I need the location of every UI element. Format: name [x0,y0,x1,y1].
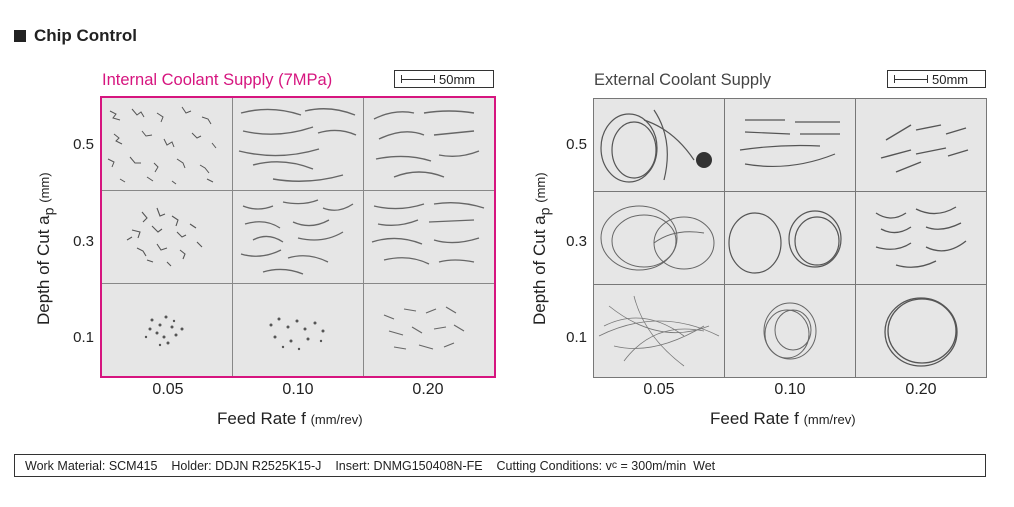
y-tick-label: 0.1 [566,329,587,346]
chip-photo-ext-0.1-0.20 [856,285,986,377]
internal-x-axis-label: Feed Rate f (mm/rev) [217,409,363,428]
holder: Holder: DDJN R2525K15-J [171,458,322,473]
chip-photo-ext-0.5-0.05 [594,99,724,191]
chip-photo-int-0.3-0.05 [102,191,232,283]
cutting-speed: = 300m/min Wet [617,458,716,473]
scale-label: 50mm [932,71,969,87]
chip-photo-ext-0.1-0.10 [725,285,855,377]
chip-photo-ext-0.5-0.20 [856,99,986,191]
y-tick-label: 0.1 [73,329,94,346]
test-conditions-box: Work Material: SCM415 Holder: DDJN R2525… [14,454,986,477]
chip-image [884,297,958,367]
cutting-sub: c [611,460,618,471]
chip-photo-ext-0.5-0.10 [725,99,855,191]
x-tick-label: 0.05 [643,381,675,398]
chip-image [728,210,842,274]
insert: Insert: DNMG150408N-FE [335,458,483,473]
square-bullet-icon [14,30,26,42]
x-tick-label: 0.20 [905,381,937,398]
chip-image [371,202,485,265]
x-tick-label: 0.10 [774,381,806,398]
external-x-axis-label: Feed Rate f (mm/rev) [710,409,856,428]
chip-image [880,124,969,173]
chip-image [875,206,967,268]
chip-photo-ext-0.3-0.20 [856,192,986,284]
chip-photo-int-0.1-0.10 [233,284,363,376]
chip-photo-ext-0.1-0.05 [594,285,724,377]
x-tick-label: 0.20 [412,381,444,398]
chip-photo-int-0.3-0.20 [364,191,494,283]
chip-image [126,207,203,267]
chip-image [240,199,354,275]
x-tick-label: 0.10 [282,381,314,398]
chip-photo-int-0.5-0.05 [102,98,232,190]
y-tick-label: 0.3 [566,233,587,250]
external-panel-title: External Coolant Supply [594,71,772,89]
section-title: Chip Control [14,26,137,46]
chip-photo-int-0.5-0.20 [364,98,494,190]
chip-photo-int-0.1-0.05 [102,284,232,376]
chip-image [598,295,720,367]
scale-ruler-icon [401,75,435,83]
internal-y-axis-label: Depth of Cut ap (mm) [34,172,58,325]
chip-image [144,315,184,347]
chip-image [269,317,325,351]
chip-photo-int-0.1-0.20 [364,284,494,376]
external-scale-bar: 50mm [887,70,986,88]
chip-image [739,119,840,168]
external-y-axis-label: Depth of Cut ap (mm) [530,172,554,325]
work-material: Work Material: SCM415 [25,458,158,473]
chip-image [600,205,715,271]
internal-photo-grid [100,96,496,378]
x-tick-label: 0.05 [152,381,184,398]
chip-image [373,110,480,178]
chip-photo-int-0.5-0.10 [233,98,363,190]
internal-scale-bar: 50mm [394,70,494,88]
scale-ruler-icon [894,75,928,83]
chip-image [383,306,465,350]
cutting-conditions: Cutting Conditions: v [496,458,612,473]
y-tick-label: 0.5 [73,136,94,153]
chip-image [238,108,357,182]
section-title-text: Chip Control [34,26,137,45]
chip-image [763,302,817,360]
chip-photo-int-0.3-0.10 [233,191,363,283]
y-tick-label: 0.3 [73,233,94,250]
y-tick-label: 0.5 [566,136,587,153]
chip-image [107,106,217,185]
chip-image [600,109,712,183]
chip-photo-ext-0.3-0.10 [725,192,855,284]
scale-label: 50mm [439,71,476,87]
chip-photo-ext-0.3-0.05 [594,192,724,284]
internal-panel-title: Internal Coolant Supply (7MPa) [102,71,333,89]
external-photo-grid [593,98,987,378]
